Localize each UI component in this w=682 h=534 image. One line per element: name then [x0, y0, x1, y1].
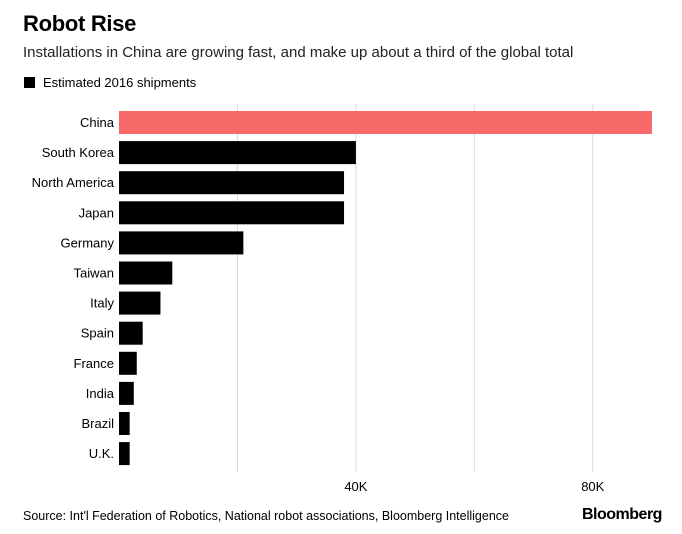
x-tick-label-1: 40K: [344, 479, 367, 494]
bar-japan: [119, 201, 345, 225]
chart-subtitle: Installations in China are growing fast,…: [23, 44, 574, 61]
bar-china: [119, 111, 652, 134]
bar-india: [119, 381, 134, 405]
chart-title: Robot Rise: [23, 11, 137, 36]
source-note: Source: Int'l Federation of Robotics, Na…: [23, 509, 509, 523]
x-tick-label-3: 80K: [581, 479, 604, 494]
bar-chart: 40K 80K China South Korea North America Japan…: [32, 104, 652, 494]
bar-spain: [119, 321, 143, 345]
category-label: Taiwan: [74, 266, 114, 281]
bar-south-korea: [119, 141, 356, 165]
bar-france: [119, 351, 137, 375]
bar-italy: [119, 291, 161, 315]
category-label: South Korea: [42, 145, 115, 160]
bar-u-k: [119, 442, 130, 466]
category-label: Japan: [79, 205, 114, 220]
category-label: Germany: [61, 235, 115, 250]
legend-label: Estimated 2016 shipments: [43, 75, 197, 90]
category-label: India: [86, 386, 115, 401]
category-label: Spain: [81, 326, 114, 341]
category-label: North America: [32, 175, 115, 190]
legend-swatch: [24, 77, 35, 88]
bloomberg-logo: Bloomberg: [582, 506, 662, 523]
category-label: France: [74, 356, 114, 371]
category-label: China: [80, 115, 115, 130]
bar-taiwan: [119, 261, 173, 285]
legend: Estimated 2016 shipments: [24, 75, 196, 90]
category-label: Brazil: [81, 416, 114, 431]
category-label: Italy: [90, 296, 114, 311]
bar-germany: [119, 231, 244, 255]
category-label: U.K.: [89, 446, 114, 461]
bar-north-america: [119, 171, 345, 195]
bar-brazil: [119, 412, 130, 435]
